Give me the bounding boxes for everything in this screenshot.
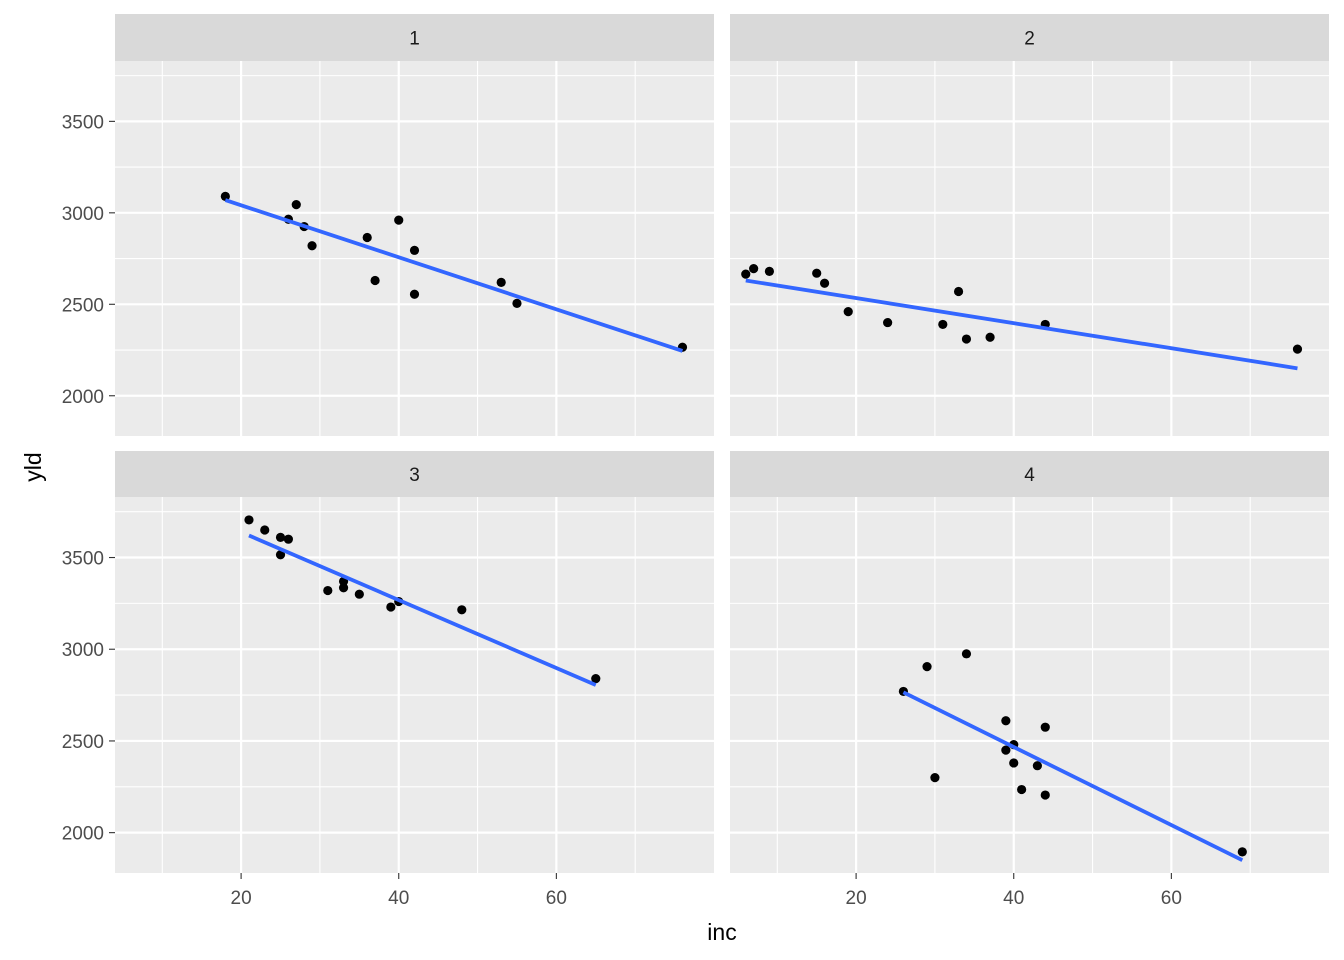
x-tick-label: 60 <box>1161 888 1182 909</box>
data-point <box>496 277 506 287</box>
data-point <box>275 550 286 560</box>
axes-layer: 2000 2500 3000 3500 2000 2500 3000 3500 20 40 60 20… <box>62 112 1182 909</box>
data-point <box>1237 847 1247 857</box>
facet-strip-label: 2 <box>1024 29 1035 50</box>
facet-strip-label: 4 <box>1024 465 1035 486</box>
facet-panel-1: 1 <box>115 14 714 436</box>
x-tick-label: 60 <box>546 888 567 909</box>
regression-line <box>224 198 684 353</box>
data-point <box>819 278 830 288</box>
data-point <box>961 334 972 344</box>
y-axis-title: yld <box>20 452 46 481</box>
data-point <box>244 515 254 525</box>
data-point <box>409 289 420 299</box>
data-point <box>323 585 333 596</box>
data-point <box>1009 758 1019 768</box>
data-point <box>843 307 853 317</box>
data-point <box>354 589 364 599</box>
facet-strip <box>115 451 714 497</box>
data-point <box>220 191 230 201</box>
x-axis-title: inc <box>707 919 736 945</box>
data-point <box>953 286 964 297</box>
data-point <box>930 773 940 783</box>
data-point <box>386 602 396 612</box>
y-tick-label: 2000 <box>62 387 104 408</box>
data-point <box>1040 790 1050 800</box>
panel-background <box>730 61 1329 436</box>
data-point <box>591 673 601 684</box>
x-tick-label: 40 <box>388 888 409 909</box>
y-tick-label: 3000 <box>62 204 104 225</box>
y-tick-label: 2500 <box>62 295 104 316</box>
y-tick-label: 2500 <box>62 732 104 753</box>
data-point <box>1001 745 1011 755</box>
data-point <box>1032 761 1042 771</box>
data-point <box>938 319 948 330</box>
data-point <box>394 215 404 225</box>
facet-panel-2: 2 <box>730 14 1329 436</box>
data-point <box>291 199 301 210</box>
y-tick-label: 2000 <box>62 824 104 845</box>
data-point <box>741 269 751 279</box>
data-point <box>362 232 372 243</box>
facet-strip-label: 3 <box>409 465 420 486</box>
panel-background <box>730 497 1329 873</box>
data-point <box>457 605 467 615</box>
facet-strip <box>730 451 1329 497</box>
data-point <box>283 534 293 544</box>
x-tick-label: 40 <box>1003 888 1024 909</box>
data-point <box>812 268 822 278</box>
data-point <box>883 317 893 328</box>
data-point <box>307 241 317 251</box>
data-point <box>985 332 995 342</box>
regression-line <box>745 278 1298 371</box>
data-point <box>749 264 759 274</box>
data-point <box>764 266 775 276</box>
facet-strip-label: 1 <box>409 29 420 50</box>
facet-strip <box>115 14 714 61</box>
panel-background <box>115 497 714 873</box>
y-tick-label: 3500 <box>62 112 104 133</box>
data-point <box>409 245 420 255</box>
data-point <box>1292 344 1303 354</box>
data-point <box>370 275 380 286</box>
data-point <box>275 532 286 542</box>
facet-strip <box>730 14 1329 61</box>
y-tick-label: 3000 <box>62 640 104 661</box>
y-tick-label: 3500 <box>62 549 104 570</box>
data-point <box>1001 716 1011 726</box>
regression-line <box>248 533 597 687</box>
panels-layer: 1 2 3 4 <box>115 14 1329 873</box>
data-point <box>922 662 932 672</box>
data-point <box>260 525 270 535</box>
data-point <box>1017 784 1027 795</box>
facet-panel-4: 4 <box>730 451 1329 873</box>
data-point <box>961 649 972 659</box>
x-tick-label: 20 <box>231 888 252 909</box>
x-tick-label: 20 <box>846 888 867 909</box>
data-point <box>1040 722 1050 732</box>
regression-line <box>902 690 1244 862</box>
data-point <box>512 298 522 308</box>
facet-panel-3: 3 <box>115 451 714 873</box>
data-point <box>338 583 349 593</box>
